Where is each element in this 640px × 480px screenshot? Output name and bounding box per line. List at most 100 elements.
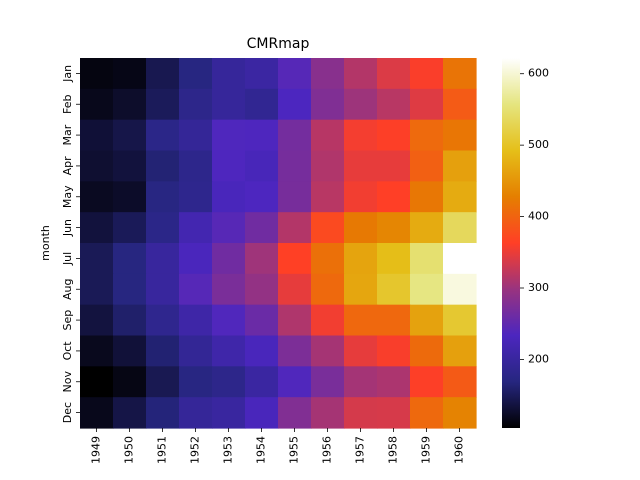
heatmap-cell — [344, 304, 378, 337]
heatmap-cell — [179, 397, 213, 429]
heatmap-cell — [212, 119, 246, 152]
heatmap-cell — [80, 366, 114, 398]
heatmap-cell — [344, 397, 378, 429]
heatmap-cell — [311, 119, 345, 152]
heatmap-cell — [80, 397, 114, 429]
x-tick-label: 1955 — [288, 436, 301, 464]
heatmap-cell — [113, 273, 147, 306]
chart-title: CMRmap — [247, 36, 310, 52]
heatmap-cell — [146, 58, 180, 90]
heatmap-cell — [80, 58, 114, 90]
heatmap-cell — [146, 397, 180, 429]
heatmap-cell — [311, 212, 345, 244]
heatmap-cell — [113, 243, 147, 275]
y-tick-label: Mar — [61, 124, 74, 145]
heatmap-cell — [146, 273, 180, 306]
heatmap-cell — [410, 119, 444, 152]
x-tick-label: 1959 — [420, 436, 433, 464]
heatmap-cell — [410, 243, 444, 275]
x-axis-ticks: 1949 1950 1951 1952 1953 1954 1955 1956 1957 1958… — [90, 428, 466, 464]
heatmap-cell — [179, 335, 213, 367]
colorbar-tick-label: 500 — [528, 138, 549, 151]
heatmap-cell — [278, 88, 312, 121]
heatmap-cell — [146, 88, 180, 121]
heatmap-cell — [80, 243, 114, 275]
heatmap-cell — [278, 304, 312, 337]
x-tick-label: 1956 — [321, 436, 334, 464]
heatmap-cell — [443, 119, 477, 152]
heatmap-cell — [443, 88, 477, 121]
heatmap-cell — [179, 150, 213, 182]
heatmap-cell — [410, 212, 444, 244]
heatmap-cell — [311, 304, 345, 337]
heatmap-cell — [443, 181, 477, 213]
heatmap-cell — [113, 335, 147, 367]
heatmap-cell — [278, 335, 312, 367]
heatmap-cell — [245, 397, 279, 429]
y-tick-label: Sep — [61, 310, 74, 331]
x-tick-label: 1949 — [90, 436, 103, 464]
heatmap-cell — [245, 181, 279, 213]
x-tick-label: 1951 — [156, 436, 169, 464]
heatmap-cell — [278, 397, 312, 429]
heatmap-cell — [80, 304, 114, 337]
heatmap-cell — [146, 304, 180, 337]
heatmap-cell — [443, 150, 477, 182]
heatmap-cell — [113, 366, 147, 398]
heatmap-cell — [344, 212, 378, 244]
heatmap-cell — [344, 366, 378, 398]
heatmap-cell — [113, 397, 147, 429]
heatmap-cell — [410, 397, 444, 429]
heatmap-cell — [212, 212, 246, 244]
heatmap-cell — [278, 150, 312, 182]
heatmap-cell — [212, 150, 246, 182]
heatmap-cell — [212, 304, 246, 337]
heatmap-cell — [245, 335, 279, 367]
x-tick-label: 1953 — [222, 436, 235, 464]
heatmap-cell — [410, 273, 444, 306]
y-tick-label: May — [61, 185, 74, 208]
heatmap-cell — [245, 304, 279, 337]
heatmap-cell — [410, 335, 444, 367]
heatmap-cell — [443, 273, 477, 306]
heatmap-cell — [377, 335, 411, 367]
heatmap-cell — [278, 273, 312, 306]
heatmap-cell — [245, 119, 279, 152]
heatmap-cell — [311, 58, 345, 90]
heatmap-cell — [344, 150, 378, 182]
heatmap-cell — [311, 397, 345, 429]
heatmap-cell — [179, 304, 213, 337]
heatmap-cell — [212, 273, 246, 306]
y-tick-label: Oct — [61, 341, 74, 361]
heatmap-cell — [311, 366, 345, 398]
heatmap-cell — [146, 181, 180, 213]
heatmap-cell — [443, 212, 477, 244]
heatmap-cell — [179, 212, 213, 244]
heatmap-cell — [80, 88, 114, 121]
heatmap-cell — [311, 150, 345, 182]
heatmap-cell — [146, 150, 180, 182]
colorbar-tick-label: 300 — [528, 281, 549, 294]
heatmap-cell — [212, 243, 246, 275]
heatmap-cell — [113, 304, 147, 337]
heatmap-cell — [311, 243, 345, 275]
y-tick-label: Nov — [61, 371, 74, 393]
heatmap-cell — [377, 58, 411, 90]
x-tick-label: 1957 — [354, 436, 367, 464]
heatmap-cell — [311, 181, 345, 213]
heatmap-cell — [443, 335, 477, 367]
heatmap-cell — [80, 181, 114, 213]
y-tick-label: Dec — [61, 402, 74, 423]
heatmap-cell — [179, 273, 213, 306]
heatmap-cell — [377, 88, 411, 121]
heatmap-cell — [179, 58, 213, 90]
heatmap-cell — [278, 58, 312, 90]
x-tick-label: 1950 — [123, 436, 136, 464]
heatmap-cell — [245, 273, 279, 306]
heatmap-cell — [113, 181, 147, 213]
colorbar — [502, 58, 520, 428]
heatmap-cell — [179, 119, 213, 152]
heatmap-cell — [179, 88, 213, 121]
heatmap-cell — [245, 88, 279, 121]
